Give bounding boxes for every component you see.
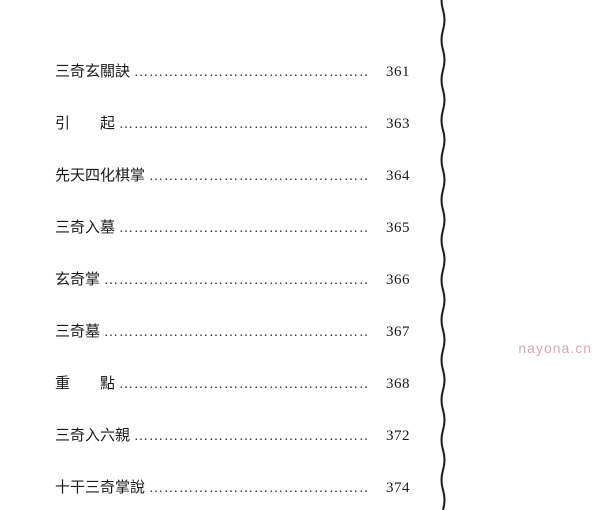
toc-title-char: 點 [100, 376, 115, 392]
toc-title-char: 起 [100, 116, 115, 132]
toc-title-char: 引 [55, 116, 70, 132]
toc-title: 玄奇掌 [55, 268, 100, 289]
toc-title: 三奇墓 [55, 320, 100, 341]
toc-title: 十干三奇掌說 [55, 476, 145, 497]
toc-title: 三奇入六親 [55, 424, 130, 445]
toc-page: 三奇玄關訣……………………………………………………………………………………………… [0, 0, 440, 500]
toc-title: 三奇玄關訣 [55, 60, 130, 81]
toc-row: 三奇入六親……………………………………………………………………………………………… [55, 424, 410, 445]
toc-page-number: 366 [368, 272, 410, 289]
toc-leader-dots: ………………………………………………………………………………………………………… [130, 429, 368, 445]
toc-title: 重點 [55, 372, 115, 393]
toc-title: 引起 [55, 112, 115, 133]
toc-leader-dots: ………………………………………………………………………………………………………… [115, 117, 368, 133]
toc-leader-dots: ………………………………………………………………………………………………………… [115, 377, 368, 393]
toc-row: 三奇墓…………………………………………………………………………………………………… [55, 320, 410, 341]
toc-page-number: 372 [368, 428, 410, 445]
toc-title: 三奇入墓 [55, 216, 115, 237]
toc-row: 引起……………………………………………………………………………………………………… [55, 112, 410, 133]
toc-leader-dots: ………………………………………………………………………………………………………… [145, 169, 368, 185]
toc-row: 三奇玄關訣……………………………………………………………………………………………… [55, 60, 410, 81]
watermark: nayona.cn [518, 340, 592, 356]
toc-page-number: 374 [368, 480, 410, 497]
toc-page-number: 361 [368, 64, 410, 81]
toc-row: 三奇入墓………………………………………………………………………………………………… [55, 216, 410, 237]
toc-title: 先天四化棋掌 [55, 164, 145, 185]
toc-row: 先天四化棋掌…………………………………………………………………………………………… [55, 164, 410, 185]
binding-edge-decoration [440, 0, 446, 510]
toc-row: 玄奇掌…………………………………………………………………………………………………… [55, 268, 410, 289]
toc-leader-dots: ………………………………………………………………………………………………………… [100, 273, 368, 289]
toc-page-number: 367 [368, 324, 410, 341]
watermark-text: nayona.cn [518, 340, 592, 356]
toc-leader-dots: ………………………………………………………………………………………………………… [130, 65, 368, 81]
toc-row: 重點……………………………………………………………………………………………………… [55, 372, 410, 393]
toc-leader-dots: ………………………………………………………………………………………………………… [115, 221, 368, 237]
toc-leader-dots: ………………………………………………………………………………………………………… [145, 481, 368, 497]
toc-page-number: 368 [368, 376, 410, 393]
toc-page-number: 364 [368, 168, 410, 185]
toc-page-number: 365 [368, 220, 410, 237]
toc-title-char: 重 [55, 376, 70, 392]
toc-leader-dots: ………………………………………………………………………………………………………… [100, 325, 368, 341]
toc-row: 十干三奇掌說…………………………………………………………………………………………… [55, 476, 410, 497]
toc-page-number: 363 [368, 116, 410, 133]
